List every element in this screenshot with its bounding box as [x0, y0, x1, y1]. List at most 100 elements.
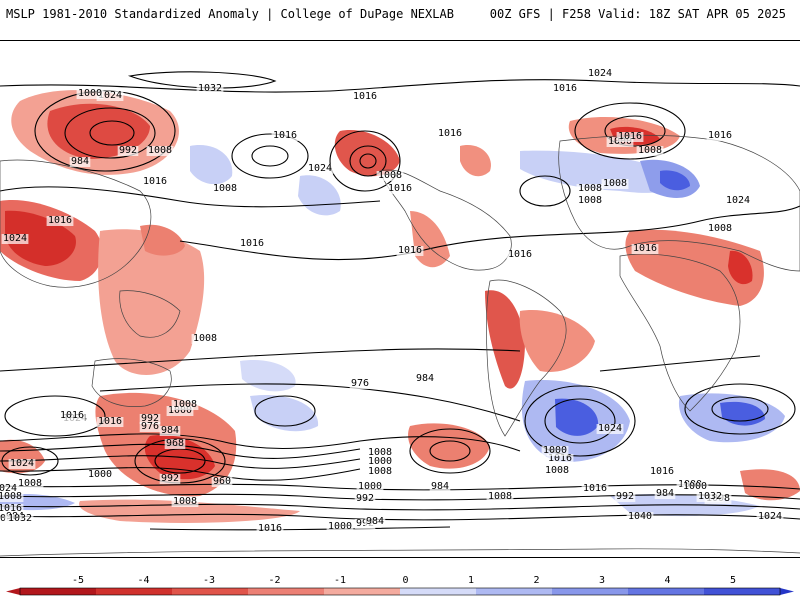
contour-label-bg	[196, 84, 224, 94]
isobar	[519, 175, 571, 207]
contour-label-bg	[756, 512, 784, 522]
contour-label: 1016	[708, 130, 732, 141]
isobar	[4, 395, 106, 437]
contour-label-bg	[159, 474, 181, 484]
isobar	[359, 153, 377, 169]
contour-label: 1016	[438, 128, 462, 139]
contour-label-bg	[69, 157, 91, 167]
anomaly-area-east-africa	[728, 250, 753, 285]
contour-label: 984	[71, 156, 89, 167]
contour-label: 984	[431, 481, 449, 492]
contour-label: 1008	[213, 183, 237, 194]
contour-label: 1016	[258, 523, 282, 534]
contour-label: 984	[366, 516, 384, 527]
colorbar-tick-label: 5	[730, 575, 736, 586]
isobar	[0, 433, 521, 452]
isobar	[409, 428, 491, 474]
isobar	[604, 115, 666, 147]
contour-label: 1024	[758, 511, 782, 522]
contour-label-bg	[706, 224, 734, 234]
contour-label-bg	[211, 477, 233, 487]
isobar	[544, 398, 616, 444]
contour-label: 1016	[508, 249, 532, 260]
contour-label-bg	[366, 457, 394, 467]
contour-label: 1008	[173, 399, 197, 410]
colorbar-frame	[19, 587, 781, 596]
contour-label-bg	[271, 131, 299, 141]
coastline-eurasia	[558, 134, 800, 272]
colorbar-tick-label: -5	[72, 575, 84, 586]
isobar	[0, 503, 800, 511]
contour-label: 1016	[553, 83, 577, 94]
contour-label: 976	[141, 421, 159, 432]
isobar	[0, 186, 381, 208]
contour-label-bg	[551, 84, 579, 94]
colorbar-swatch	[20, 588, 96, 595]
contour-label-bg	[706, 131, 734, 141]
map-panel: 1032 1024 1016 1024 1016 1000 984 992 1008 1016 10…	[0, 40, 800, 558]
contour-label-bg	[146, 146, 174, 156]
contour-label-bg	[601, 179, 629, 189]
contour-label: 1008	[148, 145, 172, 156]
contour-label-bg	[139, 422, 161, 432]
contour-label: 1024	[10, 458, 34, 469]
contour-label: 1016	[618, 131, 642, 142]
contour-label: 1016	[548, 453, 572, 464]
contour-label-bg	[8, 459, 36, 469]
contour-label-bg	[306, 164, 334, 174]
contour-label: 1008	[708, 223, 732, 234]
anomaly-area-north-pacific	[190, 145, 233, 185]
contour-label-bg	[486, 492, 514, 502]
isobar	[64, 107, 156, 159]
contour-label-bg	[211, 184, 239, 194]
contour-label: 1008	[578, 195, 602, 206]
contour-label: 992	[119, 145, 137, 156]
contour-label: 1008	[193, 333, 217, 344]
contour-label: 1008	[378, 170, 402, 181]
colorbar-tick-label: 0	[402, 575, 408, 586]
contour-label: 1000	[168, 405, 192, 416]
colorbar-tick-label: -4	[137, 575, 149, 586]
contour-label: 1016	[143, 176, 167, 187]
isobar	[574, 102, 686, 160]
contour-label: 1000	[368, 456, 392, 467]
colorbar-swatch	[96, 588, 172, 595]
contour-label: 1016	[60, 410, 84, 421]
contour-label-bg	[648, 467, 676, 477]
contour-label-bg	[6, 514, 34, 524]
contour-label: 1016	[353, 91, 377, 102]
contour-label-bg	[139, 414, 161, 424]
contour-label-bg	[96, 417, 124, 427]
contour-label: 984	[416, 373, 434, 384]
isobar	[0, 455, 361, 469]
isobar	[149, 526, 451, 531]
contour-label: 1016	[388, 183, 412, 194]
colorbar-tick-label: -2	[268, 575, 280, 586]
contour-label-bg	[141, 177, 169, 187]
contour-label: 1024	[588, 68, 612, 79]
contour-label: 1008	[545, 465, 569, 476]
contour-label-bg	[256, 524, 284, 534]
coastline-maritime	[119, 290, 181, 338]
anomaly-area-south-atlantic-core	[555, 398, 599, 436]
coastline-south-america	[486, 279, 567, 437]
contour-label: 1008	[173, 496, 197, 507]
coastline-africa	[619, 253, 741, 412]
anomaly-area-south-pacific-mid	[408, 423, 490, 469]
contour-label: 1016	[398, 245, 422, 256]
anomaly-area-south-pacific-blue	[250, 395, 319, 432]
contour-label: 1032	[198, 83, 222, 94]
contour-label: 968	[166, 438, 184, 449]
contour-label: 1040	[628, 511, 652, 522]
contour-label: 1008	[18, 478, 42, 489]
anomaly-area-gulf-alaska	[298, 175, 341, 216]
colorbar-swatch	[248, 588, 324, 595]
contour-label: 976	[351, 378, 369, 389]
anomaly-area-alaska	[334, 130, 400, 177]
colorbar-tick-label: 1	[468, 575, 474, 586]
isobar	[0, 513, 800, 521]
isobar	[429, 440, 471, 462]
colorbar-tick-label: -1	[334, 575, 346, 586]
contour-label-bg	[541, 446, 569, 456]
model-run-info: 00Z GFS | F258 Valid: 18Z SAT APR 05 202…	[489, 7, 786, 21]
